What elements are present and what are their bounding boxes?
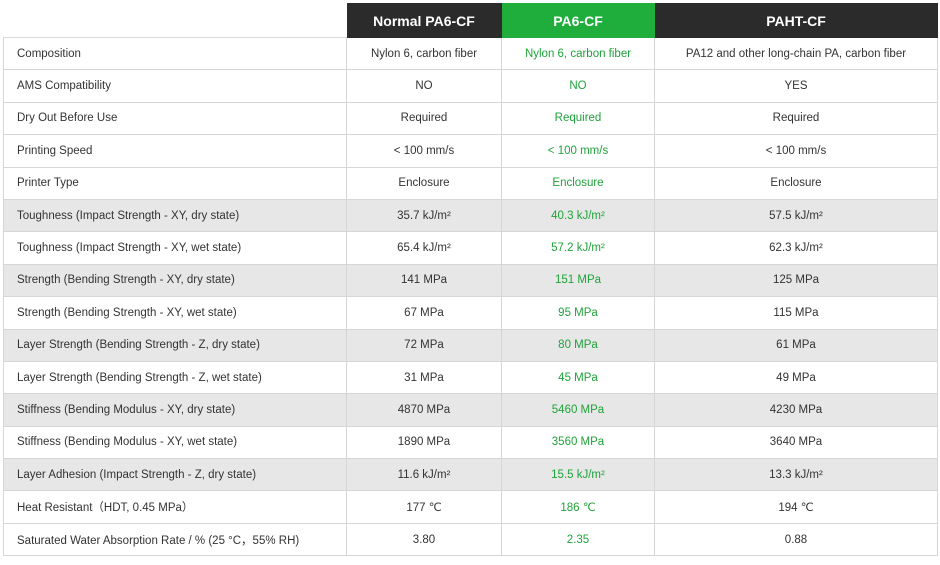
cell-pa6-cf: Enclosure — [501, 166, 655, 200]
row-label: Stiffness (Bending Modulus - XY, dry sta… — [3, 393, 347, 427]
cell-normal-pa6-cf: 65.4 kJ/m² — [346, 231, 502, 265]
row-label: Layer Adhesion (Impact Strength - Z, dry… — [3, 458, 347, 492]
cell-normal-pa6-cf: Required — [346, 101, 502, 136]
header-row: Normal PA6-CF PA6-CF PAHT-CF — [3, 3, 938, 38]
row-label: Saturated Water Absorption Rate / % (25 … — [3, 522, 347, 557]
row-label: Printing Speed — [3, 134, 347, 168]
cell-pa6-cf: 95 MPa — [501, 296, 655, 330]
cell-normal-pa6-cf: 141 MPa — [346, 263, 502, 298]
cell-paht-cf: < 100 mm/s — [654, 134, 938, 168]
table-row: Printer Type Enclosure Enclosure Enclosure — [3, 166, 938, 200]
row-label: Toughness (Impact Strength - XY, dry sta… — [3, 198, 347, 233]
row-label: Strength (Bending Strength - XY, wet sta… — [3, 296, 347, 330]
cell-paht-cf: 4230 MPa — [654, 393, 938, 427]
table-body: Composition Nylon 6, carbon fiber Nylon 6,… — [3, 36, 938, 557]
table-row: Saturated Water Absorption Rate / % (25 … — [3, 522, 938, 557]
cell-pa6-cf: 151 MPa — [501, 263, 655, 298]
cell-normal-pa6-cf: 4870 MPa — [346, 393, 502, 427]
table-row: Stiffness (Bending Modulus - XY, dry sta… — [3, 393, 938, 427]
cell-normal-pa6-cf: < 100 mm/s — [346, 134, 502, 168]
cell-normal-pa6-cf: 177 ℃ — [346, 490, 502, 524]
cell-pa6-cf: 40.3 kJ/m² — [501, 198, 655, 233]
table-row: Strength (Bending Strength - XY, wet sta… — [3, 296, 938, 330]
table-row: Composition Nylon 6, carbon fiber Nylon 6,… — [3, 36, 938, 71]
cell-paht-cf: PA12 and other long-chain PA, carbon fib… — [654, 36, 938, 71]
cell-pa6-cf: 80 MPa — [501, 328, 655, 362]
cell-normal-pa6-cf: Enclosure — [346, 166, 502, 200]
cell-paht-cf: 57.5 kJ/m² — [654, 198, 938, 233]
row-label: Toughness (Impact Strength - XY, wet sta… — [3, 231, 347, 265]
cell-pa6-cf: < 100 mm/s — [501, 134, 655, 168]
cell-normal-pa6-cf: 72 MPa — [346, 328, 502, 362]
cell-pa6-cf: 3560 MPa — [501, 425, 655, 460]
row-label: Dry Out Before Use — [3, 101, 347, 136]
header-blank-cell — [3, 3, 347, 38]
material-comparison-table: Normal PA6-CF PA6-CF PAHT-CF Composition… — [3, 3, 938, 557]
cell-paht-cf: 0.88 — [654, 522, 938, 557]
cell-pa6-cf: NO — [501, 69, 655, 103]
cell-paht-cf: Enclosure — [654, 166, 938, 200]
cell-pa6-cf: 57.2 kJ/m² — [501, 231, 655, 265]
comparison-table-container: Normal PA6-CF PA6-CF PAHT-CF Composition… — [3, 3, 938, 557]
header-paht-cf: PAHT-CF — [654, 3, 938, 38]
cell-paht-cf: YES — [654, 69, 938, 103]
table-row: Layer Strength (Bending Strength - Z, we… — [3, 360, 938, 395]
table-row: Strength (Bending Strength - XY, dry sta… — [3, 263, 938, 298]
header-normal-pa6-cf: Normal PA6-CF — [346, 3, 502, 38]
table-row: Dry Out Before Use Required Required Requir… — [3, 101, 938, 136]
row-label: Stiffness (Bending Modulus - XY, wet sta… — [3, 425, 347, 460]
cell-pa6-cf: 45 MPa — [501, 360, 655, 395]
cell-normal-pa6-cf: 35.7 kJ/m² — [346, 198, 502, 233]
cell-paht-cf: 49 MPa — [654, 360, 938, 395]
table-row: Toughness (Impact Strength - XY, dry sta… — [3, 198, 938, 233]
row-label: AMS Compatibility — [3, 69, 347, 103]
cell-paht-cf: 115 MPa — [654, 296, 938, 330]
cell-pa6-cf: 2.35 — [501, 522, 655, 557]
cell-pa6-cf: 186 ℃ — [501, 490, 655, 524]
cell-normal-pa6-cf: 3.80 — [346, 522, 502, 557]
row-label: Strength (Bending Strength - XY, dry sta… — [3, 263, 347, 298]
cell-paht-cf: 3640 MPa — [654, 425, 938, 460]
cell-paht-cf: 61 MPa — [654, 328, 938, 362]
row-label: Layer Strength (Bending Strength - Z, we… — [3, 360, 347, 395]
table-row: Toughness (Impact Strength - XY, wet sta… — [3, 231, 938, 265]
table-row: Stiffness (Bending Modulus - XY, wet sta… — [3, 425, 938, 460]
cell-pa6-cf: Nylon 6, carbon fiber — [501, 36, 655, 71]
cell-paht-cf: 62.3 kJ/m² — [654, 231, 938, 265]
row-label: Heat Resistant（HDT, 0.45 MPa） — [3, 490, 347, 524]
row-label: Composition — [3, 36, 347, 71]
table-row: Heat Resistant（HDT, 0.45 MPa） 177 ℃ 186 ℃ 1… — [3, 490, 938, 524]
cell-paht-cf: Required — [654, 101, 938, 136]
cell-normal-pa6-cf: 67 MPa — [346, 296, 502, 330]
cell-normal-pa6-cf: Nylon 6, carbon fiber — [346, 36, 502, 71]
cell-pa6-cf: Required — [501, 101, 655, 136]
cell-paht-cf: 194 ℃ — [654, 490, 938, 524]
table-row: AMS Compatibility NO NO YES — [3, 69, 938, 103]
cell-pa6-cf: 15.5 kJ/m² — [501, 458, 655, 492]
row-label: Printer Type — [3, 166, 347, 200]
cell-pa6-cf: 5460 MPa — [501, 393, 655, 427]
cell-normal-pa6-cf: 31 MPa — [346, 360, 502, 395]
table-header: Normal PA6-CF PA6-CF PAHT-CF — [3, 3, 938, 38]
cell-normal-pa6-cf: 11.6 kJ/m² — [346, 458, 502, 492]
table-row: Printing Speed < 100 mm/s < 100 mm/s < 100 … — [3, 134, 938, 168]
cell-paht-cf: 125 MPa — [654, 263, 938, 298]
table-row: Layer Adhesion (Impact Strength - Z, dry… — [3, 458, 938, 492]
header-pa6-cf: PA6-CF — [501, 3, 655, 38]
cell-normal-pa6-cf: 1890 MPa — [346, 425, 502, 460]
table-row: Layer Strength (Bending Strength - Z, dr… — [3, 328, 938, 362]
row-label: Layer Strength (Bending Strength - Z, dr… — [3, 328, 347, 362]
cell-paht-cf: 13.3 kJ/m² — [654, 458, 938, 492]
cell-normal-pa6-cf: NO — [346, 69, 502, 103]
